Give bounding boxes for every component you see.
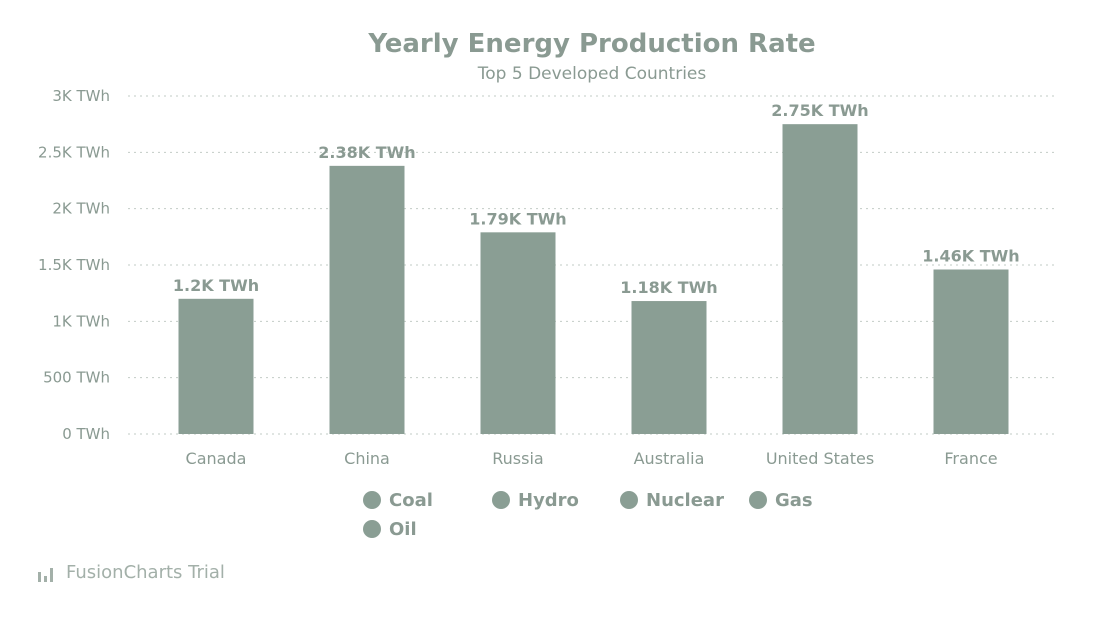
data-label: 1.79K TWh (469, 209, 566, 228)
data-label: 2.38K TWh (318, 143, 415, 162)
bar-china[interactable] (329, 165, 405, 434)
x-tick-label: China (344, 449, 390, 468)
watermark: FusionCharts Trial (36, 562, 225, 583)
x-tick-label: Australia (634, 449, 705, 468)
y-tick-label: 2.5K TWh (38, 143, 110, 161)
gridlines (128, 95, 1055, 435)
legend-label-oil[interactable]: Oil (389, 519, 417, 540)
data-label: 1.2K TWh (173, 276, 259, 295)
x-axis-ticks: Canada China Russia Australia United States F… (186, 449, 998, 468)
x-tick-label: Canada (186, 449, 247, 468)
fusioncharts-logo-icon (36, 564, 58, 582)
y-tick-label: 3K TWh (52, 87, 110, 105)
legend-marker[interactable] (620, 491, 638, 509)
chart-subtitle: Top 5 Developed Countries (477, 64, 707, 84)
watermark-text: FusionCharts Trial (66, 562, 225, 583)
bar-united-states[interactable] (782, 124, 858, 435)
legend-marker[interactable] (749, 491, 767, 509)
legend-label-nuclear[interactable]: Nuclear (646, 490, 724, 511)
data-label: 2.75K TWh (771, 101, 868, 120)
y-tick-label: 0 TWh (62, 425, 110, 443)
x-tick-label: France (944, 449, 997, 468)
y-axis-ticks: 0 TWh 500 TWh 1K TWh 1.5K TWh 2K TWh 2.5K TWh… (38, 87, 110, 443)
legend-label-hydro[interactable]: Hydro (518, 490, 579, 511)
y-tick-label: 2K TWh (52, 200, 110, 218)
x-tick-label: Russia (492, 449, 543, 468)
x-tick-label: United States (766, 449, 874, 468)
bar-australia[interactable] (631, 301, 707, 434)
bar-canada[interactable] (178, 298, 254, 434)
data-label: 1.46K TWh (922, 247, 1019, 266)
legend-marker[interactable] (363, 520, 381, 538)
legend-label-gas[interactable]: Gas (775, 490, 813, 511)
bars (178, 124, 1009, 435)
bar-france[interactable] (933, 269, 1009, 434)
data-label: 1.18K TWh (620, 278, 717, 297)
legend: Coal Hydro Nuclear Gas Oil (363, 490, 813, 540)
y-tick-label: 1K TWh (52, 312, 110, 330)
y-tick-label: 500 TWh (43, 369, 110, 387)
y-tick-label: 1.5K TWh (38, 256, 110, 274)
data-labels: 1.2K TWh 2.38K TWh 1.79K TWh 1.18K TWh 2.75K… (173, 101, 1020, 297)
legend-marker[interactable] (363, 491, 381, 509)
bar-russia[interactable] (480, 232, 556, 434)
legend-label-coal[interactable]: Coal (389, 490, 433, 511)
legend-marker[interactable] (492, 491, 510, 509)
chart-title: Yearly Energy Production Rate (367, 29, 815, 59)
